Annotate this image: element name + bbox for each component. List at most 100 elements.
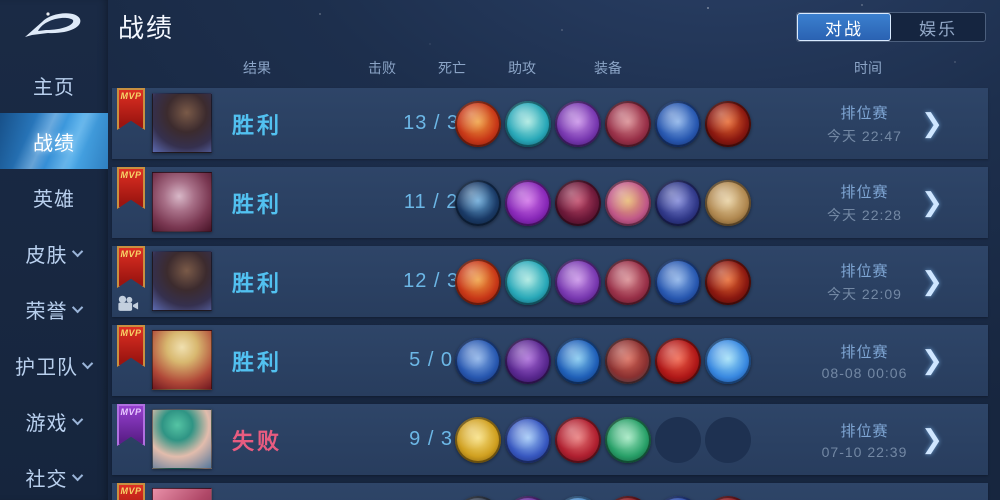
equipment-items — [455, 167, 751, 238]
match-result: 胜利 — [231, 191, 282, 217]
table-header: 结果 击败 死亡 助攻 装备 时间 — [108, 58, 1000, 82]
match-row[interactable]: MVP 失败 9 / 3 / 7 排位赛 07-10 22:39 ❯ — [112, 404, 988, 475]
hero-avatar-pink-dragon[interactable] — [152, 172, 212, 232]
sidebar-item-护卫队[interactable]: 护卫队 — [0, 337, 108, 393]
sidebar-item-英雄[interactable]: 英雄 — [0, 169, 108, 225]
match-timestamp: 今天 22:09 — [827, 285, 902, 302]
item-red-eye — [705, 258, 751, 305]
match-list: MVP 胜利 13 / 3 / 2 排位赛 今天 22:47 ❯ MVP 胜 — [112, 88, 988, 500]
equipment-items — [455, 325, 751, 396]
match-time-column: 排位赛 今天 22:47 — [802, 88, 927, 159]
item-dark-red-cloak — [555, 179, 601, 226]
match-row[interactable]: MVP 胜利 13 / 3 / 2 排位赛 今天 22:47 ❯ — [112, 88, 988, 159]
hero-avatar-green-hair-girl[interactable] — [152, 409, 212, 469]
match-result — [207, 483, 307, 500]
sidebar-item-label: 英雄 — [33, 188, 75, 211]
sidebar-item-皮肤[interactable]: 皮肤 — [0, 225, 108, 281]
item-gold-gem-blade — [455, 416, 501, 463]
item-red-eye — [705, 100, 751, 147]
match-result: 失败 — [231, 428, 282, 454]
sidebar-item-战绩[interactable]: 战绩 — [0, 113, 108, 169]
match-timestamp: 今天 22:47 — [827, 127, 902, 144]
chevron-down-icon — [71, 469, 83, 482]
item-red-blade-fist — [455, 100, 501, 147]
column-header-kills: 击败 — [368, 60, 396, 76]
item-indigo-axe — [655, 179, 701, 226]
mvp-badge: MVP — [117, 246, 145, 288]
item-blue-ice-blade — [705, 337, 751, 384]
sidebar-item-label: 社交 — [25, 468, 68, 491]
sidebar-item-label: 荣誉 — [25, 300, 68, 323]
column-header-result: 结果 — [243, 60, 271, 76]
item-dark-red — [705, 495, 751, 500]
sidebar-item-label: 游戏 — [25, 412, 68, 435]
tab-娱乐[interactable]: 娱乐 — [919, 19, 957, 39]
app-logo-icon[interactable] — [18, 4, 90, 46]
chevron-right-icon[interactable]: ❯ — [921, 108, 943, 138]
match-timestamp: 07-10 22:39 — [821, 443, 908, 460]
hero-avatar-blonde-red[interactable] — [152, 330, 212, 390]
tab-对战[interactable]: 对战 — [797, 13, 891, 41]
sidebar-item-label: 主页 — [33, 76, 75, 99]
item-red-blade-fist — [455, 258, 501, 305]
chevron-down-icon — [71, 245, 83, 258]
item-cyan-boots — [505, 258, 551, 305]
sidebar-item-label: 战绩 — [33, 132, 75, 155]
mvp-badge: MVP — [117, 483, 145, 500]
item-empty-slot — [705, 416, 751, 463]
item-purple-daggers — [555, 100, 601, 147]
match-time-column: 排位赛 今天 22:28 — [802, 167, 927, 238]
mvp-badge: MVP — [117, 167, 145, 209]
item-blue-gold-feather — [655, 258, 701, 305]
mvp-badge: MVP — [117, 404, 145, 446]
column-header-kda: 击败 死亡 助攻 — [366, 58, 538, 78]
match-time-column: 排位赛 今天 22:09 — [802, 246, 927, 317]
chevron-right-icon[interactable]: ❯ — [921, 187, 943, 217]
equipment-items — [455, 483, 751, 500]
match-mode: 排位赛 — [840, 262, 889, 280]
sidebar-item-荣誉[interactable]: 荣誉 — [0, 281, 108, 337]
match-result: 胜利 — [231, 349, 282, 375]
column-header-time: 时间 — [854, 60, 882, 76]
column-header-deaths: 死亡 — [438, 60, 466, 76]
item-blue-gold-feather — [655, 100, 701, 147]
sidebar-item-游戏[interactable]: 游戏 — [0, 393, 108, 449]
match-row[interactable]: MVP 胜利 5 / 0 / 2 排位赛 08-08 00:06 ❯ — [112, 325, 988, 396]
sidebar-item-label: 护卫队 — [15, 356, 78, 379]
item-slate — [455, 495, 501, 500]
chevron-down-icon — [71, 413, 83, 426]
replay-camera-icon[interactable] — [117, 295, 139, 312]
item-blue-gold-feather — [455, 337, 501, 384]
hero-avatar-dark-swordsman[interactable] — [152, 251, 212, 311]
item-red-orb — [655, 337, 701, 384]
match-mode: 排位赛 — [840, 343, 889, 361]
match-time-column — [802, 483, 927, 500]
item-crimson-armor — [605, 100, 651, 147]
chevron-down-icon — [81, 357, 94, 370]
chevron-right-icon[interactable]: ❯ — [921, 424, 943, 454]
match-row[interactable]: MVP 胜利 11 / 2 / 9 排位赛 今天 22:28 ❯ — [112, 167, 988, 238]
page-title: 战绩 — [118, 13, 175, 43]
item-empty-slot — [655, 416, 701, 463]
match-mode: 排位赛 — [840, 183, 889, 201]
tab-group: 对战 娱乐 — [796, 12, 986, 42]
match-result: 胜利 — [231, 270, 282, 296]
item-red-gauntlet — [555, 416, 601, 463]
match-timestamp: 08-08 00:06 — [821, 364, 908, 381]
item-crimson-armor — [605, 258, 651, 305]
hero-avatar-dark-swordsman[interactable] — [152, 93, 212, 153]
sidebar-item-社交[interactable]: 社交 — [0, 449, 108, 500]
chevron-right-icon[interactable]: ❯ — [921, 345, 943, 375]
sidebar-item-主页[interactable]: 主页 — [0, 57, 108, 113]
match-timestamp: 今天 22:28 — [827, 206, 902, 223]
item-purple-daggers — [555, 258, 601, 305]
mvp-badge: MVP — [117, 88, 145, 130]
chevron-right-icon[interactable]: ❯ — [921, 266, 943, 296]
item-purple — [505, 495, 551, 500]
hero-avatar-pink[interactable] — [152, 488, 212, 500]
match-time-column: 排位赛 08-08 00:06 — [802, 325, 927, 396]
match-row[interactable]: MVP 胜利 12 / 3 / 3 排位赛 今天 22:09 ❯ — [112, 246, 988, 317]
item-frost-orb — [505, 416, 551, 463]
match-row[interactable]: MVP ❯ — [112, 483, 988, 500]
equipment-items — [455, 404, 751, 475]
